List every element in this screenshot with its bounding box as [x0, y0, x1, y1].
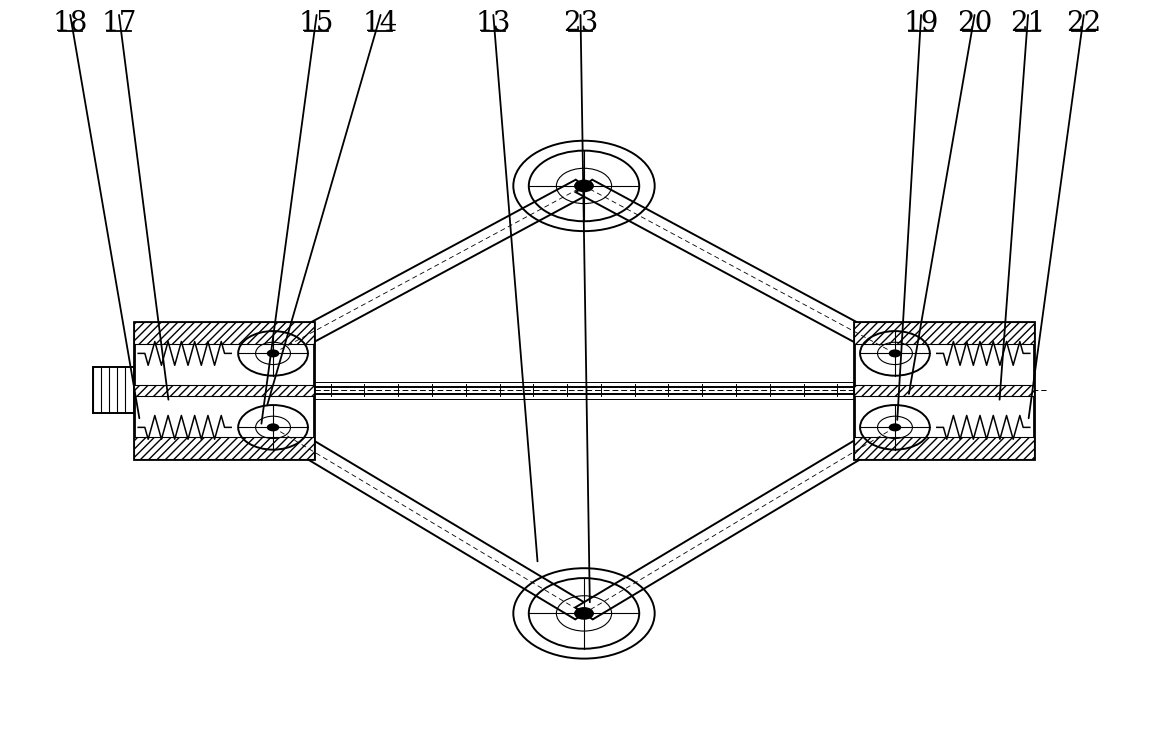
Bar	[314, 387, 854, 394]
Polygon shape	[576, 180, 903, 360]
Polygon shape	[264, 422, 592, 620]
Bar	[133, 436, 314, 459]
Bar	[93, 368, 133, 413]
Bar	[133, 386, 314, 395]
Bar	[854, 322, 1035, 459]
Text: 18: 18	[53, 10, 88, 38]
Polygon shape	[576, 422, 904, 620]
Text: 14: 14	[363, 10, 398, 38]
Circle shape	[266, 350, 279, 358]
Circle shape	[889, 350, 902, 358]
Bar	[133, 322, 314, 459]
Text: 20: 20	[957, 10, 993, 38]
Text: 13: 13	[475, 10, 512, 38]
Bar	[133, 322, 314, 344]
Text: 23: 23	[563, 10, 598, 38]
Circle shape	[573, 607, 595, 619]
Circle shape	[266, 423, 279, 431]
Bar	[854, 436, 1035, 459]
Circle shape	[573, 179, 595, 192]
Text: 22: 22	[1066, 10, 1101, 38]
Circle shape	[889, 423, 902, 431]
Text: 17: 17	[102, 10, 137, 38]
Text: 15: 15	[299, 10, 334, 38]
Text: 19: 19	[903, 10, 939, 38]
Polygon shape	[265, 180, 592, 360]
Bar	[854, 322, 1035, 344]
Text: 21: 21	[1010, 10, 1045, 38]
Bar	[854, 386, 1035, 395]
